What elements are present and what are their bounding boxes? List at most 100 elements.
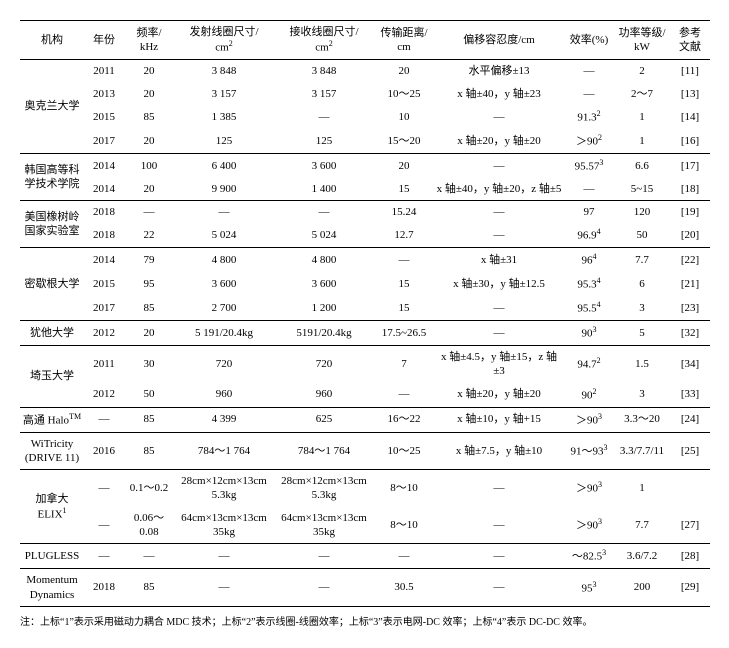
cell-ref: [19] xyxy=(670,201,710,224)
cell-year: 2016 xyxy=(84,432,124,470)
cell-ref: [29] xyxy=(670,569,710,607)
cell-freq: 20 xyxy=(124,321,174,346)
cell-ref: [32] xyxy=(670,321,710,346)
cell-eff: 964 xyxy=(564,248,614,272)
cell-offs: — xyxy=(434,507,564,544)
cell-offs: — xyxy=(434,569,564,607)
cell-pwr: 5 xyxy=(614,321,670,346)
cell-tx: 2 700 xyxy=(174,296,274,320)
table-row: 犹他大学2012205 191/20.4kg5191/20.4kg17.5~26… xyxy=(20,321,710,346)
wpt-table: 机构年份频率/kHz发射线圈尺寸/cm2接收线圈尺寸/cm2传输距离/cm偏移容… xyxy=(20,20,710,607)
col-header-0: 机构 xyxy=(20,21,84,60)
cell-year: 2012 xyxy=(84,321,124,346)
cell-ref: [20] xyxy=(670,223,710,247)
cell-eff: ～82.53 xyxy=(564,544,614,569)
table-row: Momentum Dynamics201885——30.5—953200[29] xyxy=(20,569,710,607)
cell-dist: — xyxy=(374,248,434,272)
cell-pwr: 6.6 xyxy=(614,153,670,177)
cell-ref xyxy=(670,470,710,507)
cell-offs: — xyxy=(434,544,564,569)
cell-rx: 960 xyxy=(274,383,374,407)
cell-dist: 10～25 xyxy=(374,432,434,470)
cell-freq: 50 xyxy=(124,383,174,407)
cell-rx: 3 600 xyxy=(274,153,374,177)
cell-pwr: 7.7 xyxy=(614,248,670,272)
cell-tx: 4 399 xyxy=(174,407,274,432)
cell-tx: — xyxy=(174,569,274,607)
cell-dist: — xyxy=(374,383,434,407)
cell-dist: 16～22 xyxy=(374,407,434,432)
cell-offs: — xyxy=(434,105,564,129)
cell-dist: 15 xyxy=(374,296,434,320)
cell-eff: ＞903 xyxy=(564,470,614,507)
cell-ref: [34] xyxy=(670,346,710,383)
cell-year: 2015 xyxy=(84,105,124,129)
cell-ref: [16] xyxy=(670,129,710,153)
cell-freq: 20 xyxy=(124,83,174,105)
cell-offs: — xyxy=(434,223,564,247)
cell-ref: [33] xyxy=(670,383,710,407)
cell-freq: 0.06～0.08 xyxy=(124,507,174,544)
cell-institution: WiTricity (DRIVE 11) xyxy=(20,432,84,470)
cell-tx: 28cm×12cm×13cm5.3kg xyxy=(174,470,274,507)
cell-year: — xyxy=(84,544,124,569)
cell-eff: ＞903 xyxy=(564,407,614,432)
cell-tx: 784～1 764 xyxy=(174,432,274,470)
cell-institution: 加拿大 ELIX1 xyxy=(20,470,84,544)
table-row: 埼玉大学2011307207207x 轴±4.5，y 轴±15，z 轴±394.… xyxy=(20,346,710,383)
cell-dist: 10～25 xyxy=(374,83,434,105)
cell-rx: 1 400 xyxy=(274,178,374,201)
cell-rx: — xyxy=(274,105,374,129)
cell-pwr: 6 xyxy=(614,272,670,296)
cell-offs: x 轴±31 xyxy=(434,248,564,272)
cell-institution: 奥克兰大学 xyxy=(20,60,84,154)
cell-year: — xyxy=(84,507,124,544)
cell-pwr: 1 xyxy=(614,129,670,153)
cell-eff: ＞903 xyxy=(564,507,614,544)
cell-freq: 20 xyxy=(124,178,174,201)
cell-ref: [13] xyxy=(670,83,710,105)
cell-year: 2015 xyxy=(84,272,124,296)
cell-offs: x 轴±40，y 轴±20，z 轴±5 xyxy=(434,178,564,201)
cell-tx: 125 xyxy=(174,129,274,153)
cell-dist: 20 xyxy=(374,153,434,177)
cell-dist: 15.24 xyxy=(374,201,434,224)
cell-eff: 97 xyxy=(564,201,614,224)
cell-offs: x 轴±20，y 轴±20 xyxy=(434,383,564,407)
cell-offs: x 轴±7.5，y 轴±10 xyxy=(434,432,564,470)
cell-rx: 3 157 xyxy=(274,83,374,105)
table-row: PLUGLESS——————～82.533.6/7.2[28] xyxy=(20,544,710,569)
cell-freq: 100 xyxy=(124,153,174,177)
cell-institution: 韩国高等科学技术学院 xyxy=(20,153,84,200)
table-row: 密歇根大学2014794 8004 800—x 轴±319647.7[22] xyxy=(20,248,710,272)
cell-institution: 美国橡树岭国家实验室 xyxy=(20,201,84,248)
cell-pwr: 5~15 xyxy=(614,178,670,201)
cell-year: 2011 xyxy=(84,346,124,383)
cell-tx: 4 800 xyxy=(174,248,274,272)
cell-ref: [18] xyxy=(670,178,710,201)
cell-freq: — xyxy=(124,544,174,569)
cell-ref: [14] xyxy=(670,105,710,129)
cell-eff: 96.94 xyxy=(564,223,614,247)
cell-pwr: 1 xyxy=(614,105,670,129)
cell-eff: 953 xyxy=(564,569,614,607)
cell-rx: 125 xyxy=(274,129,374,153)
cell-tx: 3 848 xyxy=(174,60,274,83)
cell-freq: 0.1～0.2 xyxy=(124,470,174,507)
cell-tx: 3 157 xyxy=(174,83,274,105)
cell-freq: 22 xyxy=(124,223,174,247)
cell-rx: 720 xyxy=(274,346,374,383)
cell-eff: 903 xyxy=(564,321,614,346)
cell-dist: 7 xyxy=(374,346,434,383)
table-row: 2015851 385—10—91.321[14] xyxy=(20,105,710,129)
cell-freq: 85 xyxy=(124,407,174,432)
table-row: 高通 HaloTM—854 39962516～22x 轴±10，y 轴+15＞9… xyxy=(20,407,710,432)
cell-freq: 30 xyxy=(124,346,174,383)
cell-ref: [17] xyxy=(670,153,710,177)
cell-pwr: 3 xyxy=(614,383,670,407)
cell-offs: x 轴±40，y 轴±23 xyxy=(434,83,564,105)
cell-tx: 5 024 xyxy=(174,223,274,247)
cell-offs: x 轴±10，y 轴+15 xyxy=(434,407,564,432)
cell-year: 2018 xyxy=(84,569,124,607)
cell-pwr: 120 xyxy=(614,201,670,224)
